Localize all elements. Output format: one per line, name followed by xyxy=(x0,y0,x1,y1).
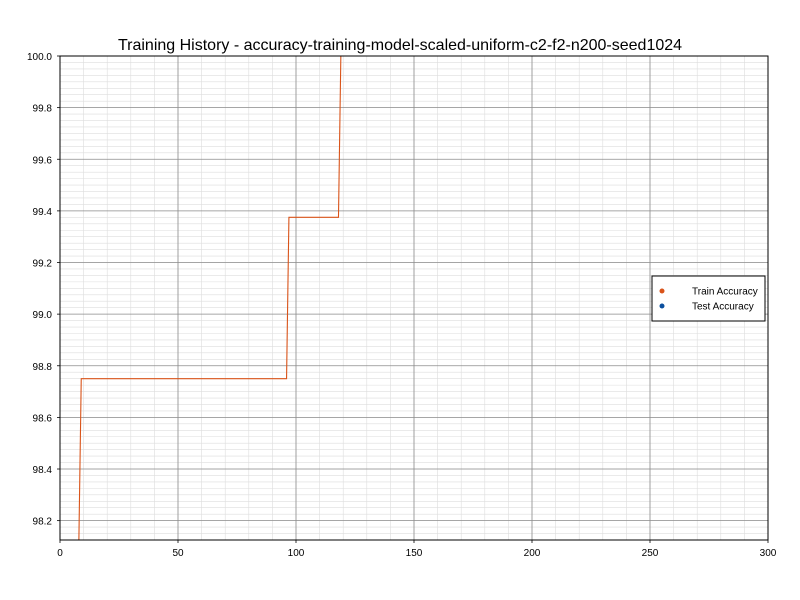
chart-title: Training History - accuracy-training-mod… xyxy=(118,37,682,54)
legend-label: Train Accuracy xyxy=(692,287,758,298)
x-tick-label: 200 xyxy=(524,548,541,559)
x-axis: 0 50 100 150 200 250 300 xyxy=(57,540,777,559)
x-tick-label: 150 xyxy=(406,548,423,559)
x-tick-label: 250 xyxy=(642,548,659,559)
train-accuracy-line xyxy=(60,55,344,541)
x-tick-label: 100 xyxy=(288,548,305,559)
y-tick-label: 98.4 xyxy=(33,465,53,476)
legend-marker xyxy=(659,303,665,309)
legend-marker xyxy=(659,288,665,294)
y-tick-label: 99.0 xyxy=(33,310,53,321)
x-tick-label: 300 xyxy=(760,548,777,559)
y-tick-label: 99.6 xyxy=(33,155,53,166)
y-tick-label: 98.2 xyxy=(33,517,53,528)
legend-box xyxy=(651,275,766,322)
y-tick-label: 98.8 xyxy=(33,362,53,373)
y-tick-label: 100.0 xyxy=(27,52,52,63)
y-tick-label: 99.4 xyxy=(33,207,53,218)
y-tick-label: 99.2 xyxy=(33,259,53,270)
legend-label: Test Accuracy xyxy=(692,302,754,313)
y-axis: 98.2 98.4 98.6 98.8 99.0 99.2 99.4 99.6 99.8 100.… xyxy=(27,52,60,528)
x-tick-label: 50 xyxy=(172,548,184,559)
y-tick-label: 99.8 xyxy=(33,104,53,115)
legend: Train Accuracy Test Accuracy xyxy=(651,275,766,322)
x-tick-label: 0 xyxy=(57,548,63,559)
y-tick-label: 98.6 xyxy=(33,413,53,424)
